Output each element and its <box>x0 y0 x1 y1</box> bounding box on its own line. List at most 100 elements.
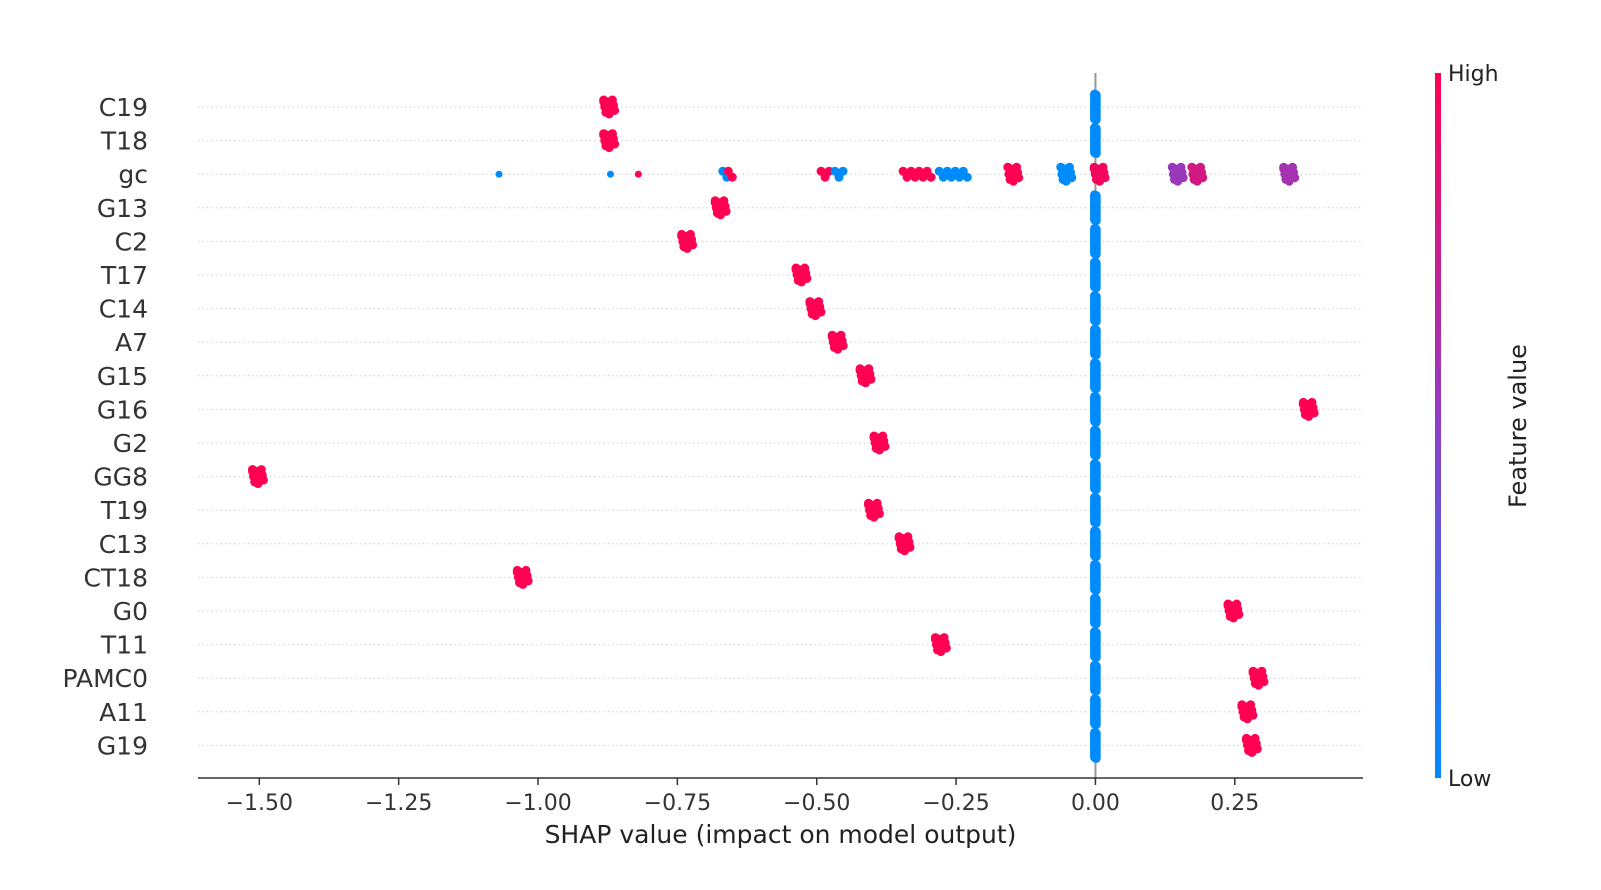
shap-point <box>894 534 904 543</box>
shap-point <box>1091 518 1101 528</box>
shap-point <box>1248 668 1258 678</box>
feature-gridlines <box>198 106 1363 746</box>
shap-point <box>800 263 810 273</box>
feature-label: G15 <box>97 362 148 391</box>
shap-point <box>1091 653 1101 663</box>
feature-label: T17 <box>100 261 148 290</box>
shap-point <box>1283 171 1293 181</box>
shap-point <box>868 507 878 517</box>
shap-point <box>1091 753 1101 763</box>
feature-label: gc <box>118 160 148 189</box>
shap-point <box>1061 176 1071 186</box>
shap-point <box>1012 162 1022 172</box>
shap-point <box>607 170 614 178</box>
shap-point <box>1089 164 1099 174</box>
shap-points <box>248 89 1319 763</box>
shap-point <box>1091 149 1101 159</box>
shap-point <box>1091 216 1101 226</box>
shap-point <box>1091 485 1101 495</box>
shap-point <box>930 634 940 644</box>
shap-point <box>252 473 262 483</box>
shap-point <box>795 272 805 282</box>
feature-labels: C19 T18 gc G13 C2 T17 C14 A7 G15 G16 G2 GG8 T19 C13 CT… <box>62 93 148 760</box>
shap-point <box>521 565 531 575</box>
shap-point <box>1288 162 1297 172</box>
shap-point <box>1303 406 1313 416</box>
shap-point <box>1091 249 1101 259</box>
shap-point <box>1091 317 1101 327</box>
feature-label: G16 <box>97 395 148 424</box>
shap-point <box>860 373 869 383</box>
feature-label: A11 <box>99 698 148 727</box>
feature-label: GG8 <box>93 463 148 492</box>
shap-point <box>517 574 527 584</box>
x-tick-label: −0.50 <box>783 791 850 816</box>
shap-point <box>1091 720 1101 730</box>
shap-point <box>1298 399 1308 409</box>
shap-point <box>599 97 609 107</box>
shap-point <box>1004 169 1014 179</box>
shap-point <box>1091 686 1101 696</box>
shap-point <box>805 298 815 308</box>
shap-point <box>935 641 945 651</box>
shap-point <box>1257 666 1267 676</box>
shap-point <box>1279 164 1289 174</box>
x-tick-label: −1.25 <box>365 791 432 816</box>
shap-point <box>1241 709 1251 719</box>
feature-label: T19 <box>100 496 148 525</box>
feature-label: C19 <box>99 93 148 122</box>
shap-point <box>1091 350 1101 360</box>
shap-point <box>878 431 888 441</box>
shap-point <box>1091 619 1101 629</box>
shap-point <box>869 433 879 443</box>
shap-point <box>607 95 617 105</box>
shap-point <box>1091 283 1101 293</box>
shap-point <box>838 166 848 176</box>
feature-label: T11 <box>100 631 148 660</box>
shap-point <box>1196 162 1205 172</box>
feature-label: G2 <box>113 429 148 458</box>
x-tick-label: −0.75 <box>644 791 711 816</box>
x-tick-label: −0.25 <box>922 791 989 816</box>
shap-point <box>1057 169 1067 179</box>
colorbar-low-label: Low <box>1448 767 1491 792</box>
shap-point <box>1091 552 1101 562</box>
feature-label: T18 <box>100 127 148 156</box>
shap-point <box>256 465 266 475</box>
shap-point <box>1223 601 1233 611</box>
shap-point <box>1232 599 1242 609</box>
colorbar <box>1435 73 1441 778</box>
shap-point <box>607 129 617 139</box>
shap-point <box>926 172 936 182</box>
shap-point <box>939 633 949 643</box>
shap-point <box>1094 171 1104 181</box>
shap-point <box>1246 742 1256 752</box>
feature-label: G13 <box>97 194 148 223</box>
feature-label: C2 <box>115 227 148 256</box>
shap-point <box>1246 700 1256 710</box>
x-axis-ticks: −1.50 −1.25 −1.00 −0.75 −0.50 −0.25 0.00 0.25 <box>226 778 1259 816</box>
shap-point <box>512 567 522 577</box>
feature-label: CT18 <box>83 563 148 592</box>
shap-point <box>1227 608 1237 618</box>
colorbar-title: Feature value <box>1504 344 1532 508</box>
shap-point <box>1253 675 1262 685</box>
shap-point <box>855 366 865 376</box>
feature-label: PAMC0 <box>62 664 148 693</box>
shap-point <box>715 205 724 215</box>
shap-point <box>864 364 874 374</box>
shap-point <box>864 500 873 510</box>
shap-point <box>1065 162 1074 172</box>
shap-point <box>1192 176 1202 186</box>
feature-label: C13 <box>99 530 148 559</box>
shap-point <box>962 172 972 182</box>
shap-point <box>1237 702 1247 712</box>
x-tick-label: 0.25 <box>1210 791 1259 816</box>
shap-point <box>710 198 720 208</box>
shap-point <box>1241 735 1251 745</box>
shap-point <box>248 466 257 476</box>
shap-point <box>603 137 613 147</box>
shap-point <box>873 440 883 450</box>
colorbar-high-label: High <box>1448 62 1499 87</box>
shap-point <box>686 229 695 239</box>
